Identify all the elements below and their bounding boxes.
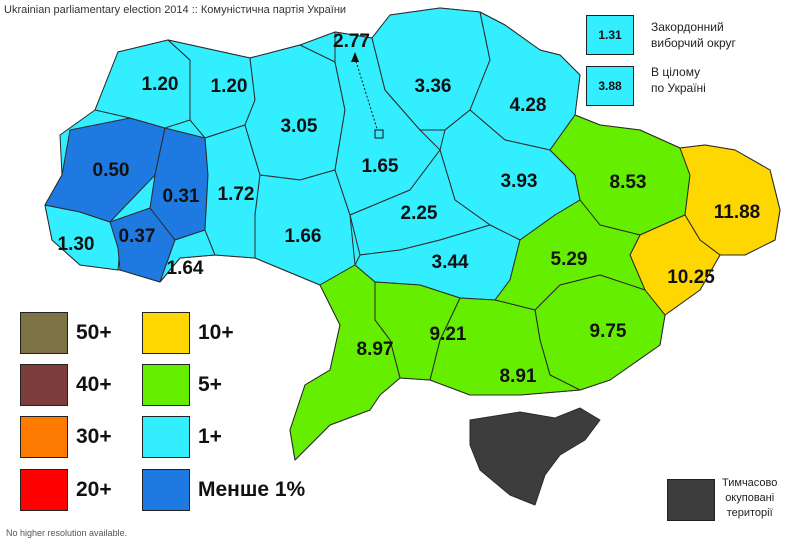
label-ivano-frankivsk: 0.37	[119, 226, 156, 247]
legend-swatch-5plus	[142, 364, 190, 406]
kyiv-city-pointer-arrow	[351, 52, 359, 62]
region-luhansk[interactable]	[679, 144, 781, 256]
label-mykolaiv: 9.21	[430, 324, 467, 345]
label-lviv: 0.50	[93, 160, 130, 181]
label-zakarpattia: 1.30	[58, 234, 95, 255]
legend-label-50plus: 50+	[76, 321, 112, 344]
occupied-swatch	[667, 479, 715, 521]
total-label-line1: В цілому	[651, 65, 701, 79]
occupied-label: Тимчасово окуповані території	[722, 476, 777, 521]
legend-label-1plus: 1+	[198, 425, 222, 448]
map-title: Ukrainian parliamentary election 2014 ::…	[4, 4, 347, 16]
label-odesa: 8.97	[357, 339, 394, 360]
abroad-district-label: Закордонний виборчий округ	[651, 19, 736, 51]
label-donetsk: 10.25	[667, 267, 715, 288]
legend-label-20plus: 20+	[76, 478, 112, 501]
label-kherson: 8.91	[500, 366, 537, 387]
label-zhytomyr: 3.05	[281, 116, 318, 137]
label-zaporizhzhia: 9.75	[590, 321, 627, 342]
label-poltava: 3.93	[501, 171, 538, 192]
occupied-line1: Тимчасово	[722, 477, 778, 489]
total-label-line2: по Україні	[651, 81, 706, 95]
legend-label-less1: Менше 1%	[198, 478, 306, 501]
legend-swatch-less1	[142, 469, 190, 511]
label-luhansk: 11.88	[714, 202, 761, 223]
label-kyiv-oblast: 1.65	[362, 156, 399, 177]
total-ukraine-label: В цілому по Україні	[651, 64, 706, 96]
occupied-line3: території	[726, 507, 773, 519]
abroad-label-line2: виборчий округ	[651, 36, 736, 50]
label-chernihiv: 3.36	[415, 76, 452, 97]
label-cherkasy: 2.25	[401, 203, 438, 224]
region-crimea[interactable]	[469, 407, 601, 506]
footnote: No higher resolution available.	[6, 528, 128, 538]
label-sumy: 4.28	[510, 95, 547, 116]
region-odesa[interactable]	[289, 264, 401, 461]
legend-label-10plus: 10+	[198, 321, 234, 344]
legend-swatch-1plus	[142, 416, 190, 458]
label-volyn: 1.20	[142, 74, 179, 95]
abroad-district-box: 1.31	[586, 15, 634, 55]
legend-swatch-40plus	[20, 364, 68, 406]
label-chernivtsi: 1.64	[167, 258, 204, 279]
label-dnipropetrovsk: 5.29	[551, 249, 588, 270]
legend-label-5plus: 5+	[198, 373, 222, 396]
region-zhytomyr[interactable]	[244, 44, 346, 181]
label-vinnytsia: 1.66	[285, 226, 322, 247]
kyiv-city-marker[interactable]	[374, 129, 384, 139]
legend-label-40plus: 40+	[76, 373, 112, 396]
legend-label-30plus: 30+	[76, 425, 112, 448]
label-ternopil: 0.31	[163, 186, 200, 207]
kyiv-city-pointer	[354, 57, 379, 133]
legend-swatch-20plus	[20, 469, 68, 511]
label-kyiv-city: 2.77	[333, 31, 370, 52]
legend-swatch-30plus	[20, 416, 68, 458]
label-khmelnytskyi: 1.72	[218, 184, 255, 205]
total-ukraine-box: 3.88	[586, 66, 634, 106]
legend-swatch-10plus	[142, 312, 190, 354]
label-rivne: 1.20	[211, 76, 248, 97]
legend-swatch-50plus	[20, 312, 68, 354]
occupied-line2: окуповані	[725, 492, 775, 504]
abroad-label-line1: Закордонний	[651, 20, 724, 34]
label-kirovohrad: 3.44	[432, 252, 469, 273]
label-kharkiv: 8.53	[610, 172, 647, 193]
